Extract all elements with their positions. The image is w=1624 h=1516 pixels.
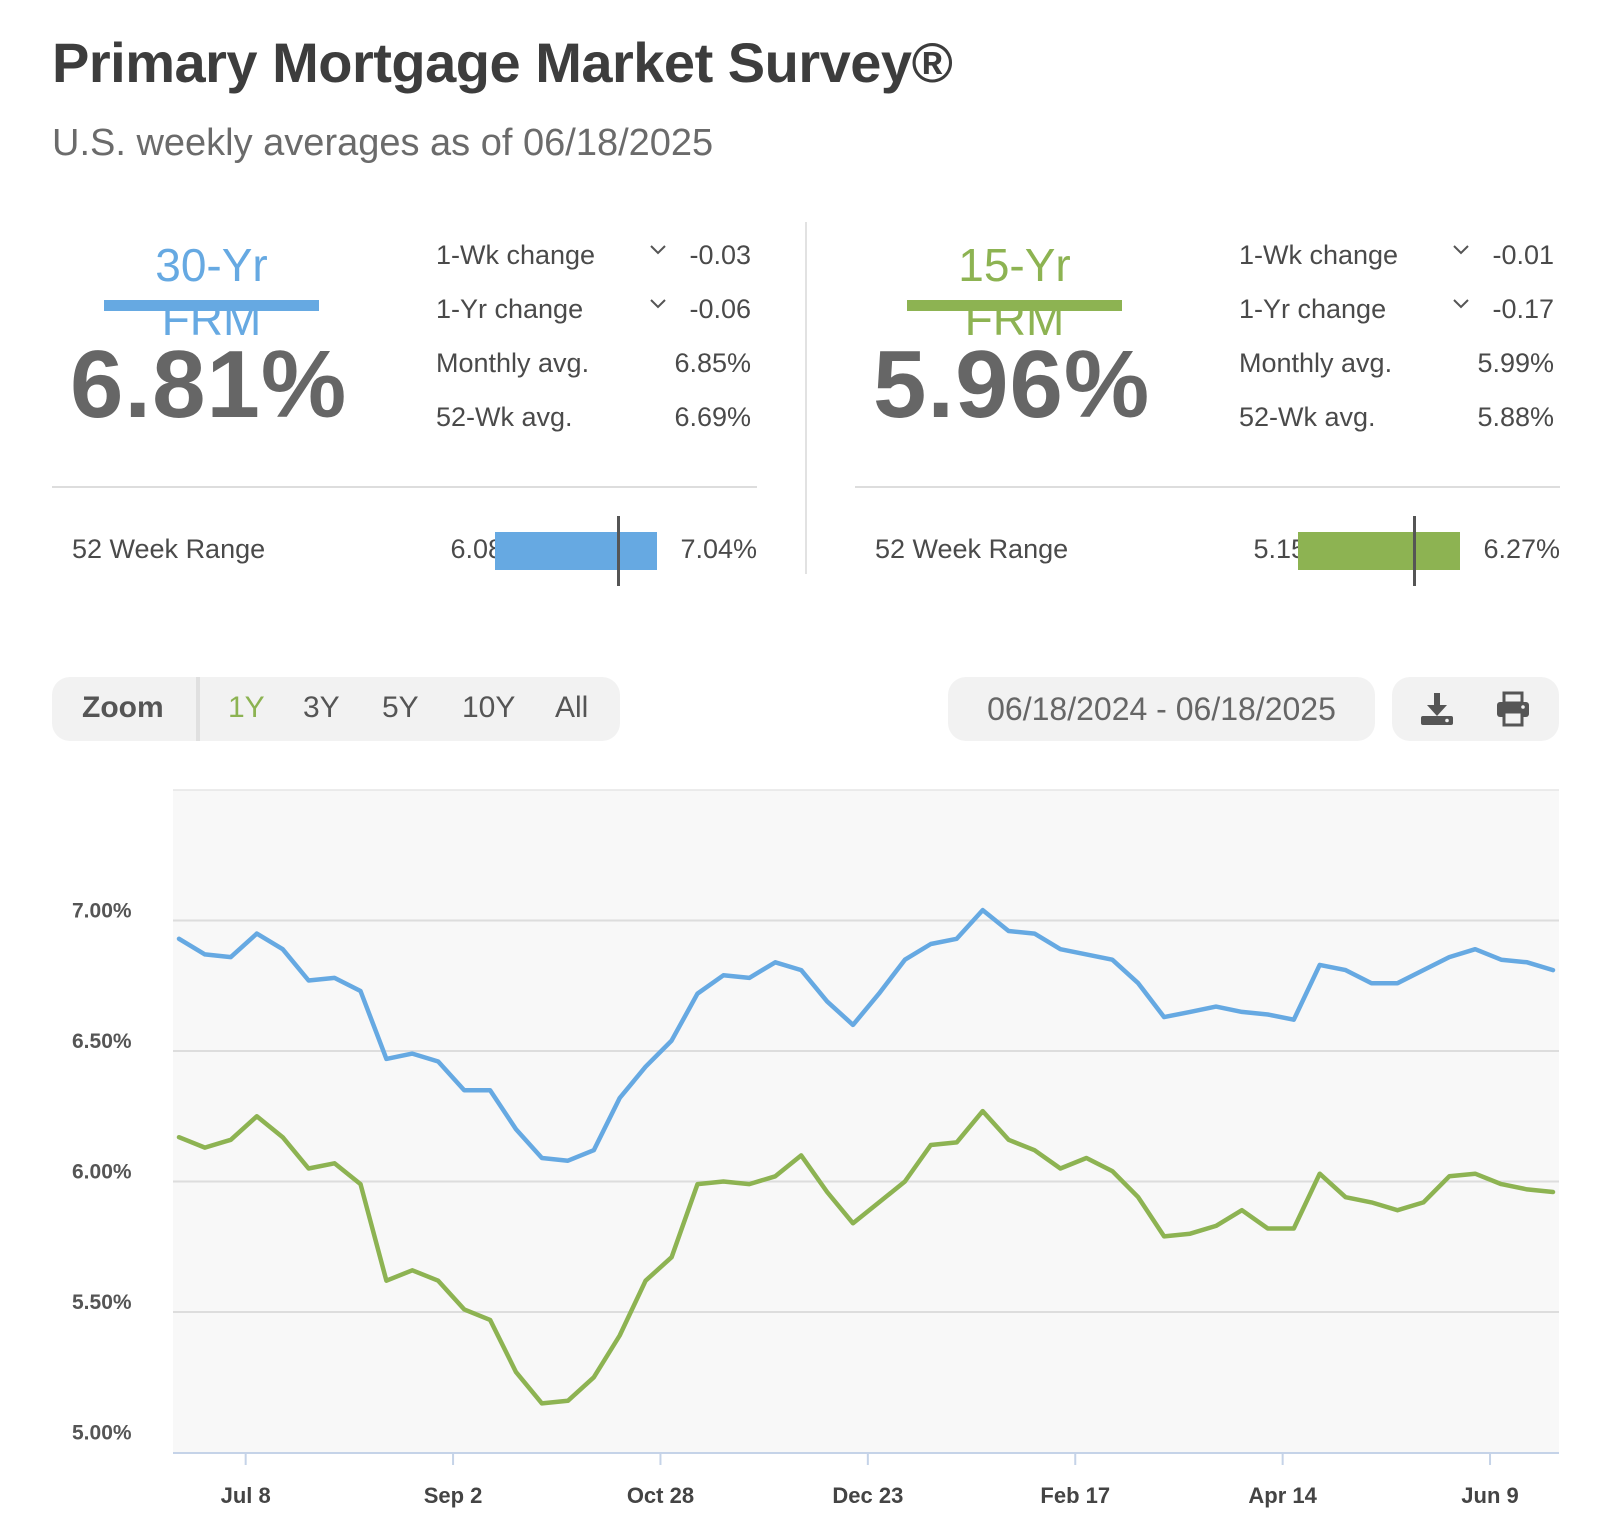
zoom-all-button[interactable]: All <box>555 691 589 724</box>
stat-label: Monthly avg. <box>436 348 590 378</box>
stat-label: 1-Yr change <box>1239 294 1387 324</box>
x-tick-label: Jun 9 <box>1461 1483 1518 1508</box>
range-max: 6.27% <box>1483 534 1560 564</box>
frm15-underline <box>907 300 1122 311</box>
frm30-rate: 6.81% <box>70 331 348 438</box>
x-tick-label: Jul 8 <box>221 1483 271 1508</box>
frm30-stats: 1-Wk change -0.03 1-Yr change -0.06 Mont… <box>436 232 751 448</box>
stat-value: -0.17 <box>1492 294 1554 324</box>
stat-value: -0.01 <box>1492 240 1554 270</box>
frm15-stat-yr: 1-Yr change -0.17 <box>1239 286 1554 340</box>
divider <box>855 486 1560 488</box>
page-title: Primary Mortgage Market Survey® <box>52 31 953 94</box>
panel-divider <box>805 222 807 574</box>
rate-chart: 7.00% 6.50% 6.00% 5.50% 5.00% Jul 8 Sep 2 Oct 2… <box>72 789 1559 1508</box>
download-icon[interactable] <box>1418 691 1456 727</box>
y-tick-label: 7.00% <box>72 900 132 923</box>
frm15-panel: 15-Yr FRM 5.96% 1-Wk change -0.01 1-Yr c… <box>855 220 1560 586</box>
range-bar <box>1298 532 1460 570</box>
frm30-stat-wk: 1-Wk change -0.03 <box>436 232 751 286</box>
y-tick-label: 6.00% <box>72 1161 132 1184</box>
series-line-15yr <box>176 1108 1556 1406</box>
y-tick-label: 6.50% <box>72 1030 132 1053</box>
range-marker <box>616 516 620 586</box>
frm15-stat-52wk: 52-Wk avg. 5.88% <box>1239 394 1554 448</box>
divider <box>52 486 757 488</box>
chevron-down-icon <box>650 245 666 255</box>
stat-label: 1-Yr change <box>436 294 584 324</box>
stat-label: 1-Wk change <box>1239 240 1399 270</box>
x-tick-label: Sep 2 <box>424 1483 483 1508</box>
range-marker <box>1413 516 1417 586</box>
zoom-10y-button[interactable]: 10Y <box>462 691 516 724</box>
stat-value: 6.85% <box>674 348 751 378</box>
stat-label: 1-Wk change <box>436 240 596 270</box>
y-tick-label: 5.00% <box>72 1422 132 1445</box>
chevron-down-icon <box>650 299 666 309</box>
print-icon[interactable] <box>1494 691 1532 727</box>
chart-toolbar <box>1392 677 1559 741</box>
plot-background <box>173 790 1559 1453</box>
zoom-separator <box>196 677 200 741</box>
chevron-down-icon <box>1453 299 1469 309</box>
frm30-stat-monthly: Monthly avg. 6.85% <box>436 340 751 394</box>
date-range-picker[interactable]: 06/18/2024 - 06/18/2025 <box>948 677 1375 741</box>
stat-label: 52-Wk avg. <box>436 402 573 432</box>
range-label: 52 Week Range <box>72 534 266 564</box>
zoom-bar: Zoom 1Y 3Y 5Y 10Y All <box>52 677 620 741</box>
stat-label: Monthly avg. <box>1239 348 1393 378</box>
stat-value: -0.03 <box>689 240 751 270</box>
y-tick-label: 5.50% <box>72 1291 132 1314</box>
x-tick-label: Oct 28 <box>627 1483 694 1508</box>
zoom-5y-button[interactable]: 5Y <box>382 691 419 724</box>
frm30-underline <box>104 300 319 311</box>
zoom-1y-button[interactable]: 1Y <box>228 691 265 724</box>
range-max: 7.04% <box>680 534 757 564</box>
frm15-stats: 1-Wk change -0.01 1-Yr change -0.17 Mont… <box>1239 232 1554 448</box>
zoom-3y-button[interactable]: 3Y <box>303 691 340 724</box>
x-tick-label: Apr 14 <box>1248 1483 1317 1508</box>
frm15-stat-wk: 1-Wk change -0.01 <box>1239 232 1554 286</box>
page-subtitle: U.S. weekly averages as of 06/18/2025 <box>52 122 714 164</box>
stat-value: 5.88% <box>1477 402 1554 432</box>
x-tick-label: Dec 23 <box>832 1483 903 1508</box>
chevron-down-icon <box>1453 245 1469 255</box>
stat-label: 52-Wk avg. <box>1239 402 1376 432</box>
frm30-stat-52wk: 52-Wk avg. 6.69% <box>436 394 751 448</box>
range-bar <box>495 532 657 570</box>
frm15-stat-monthly: Monthly avg. 5.99% <box>1239 340 1554 394</box>
x-tick-label: Feb 17 <box>1040 1483 1110 1508</box>
stat-value: -0.06 <box>689 294 751 324</box>
range-label: 52 Week Range <box>875 534 1069 564</box>
zoom-label: Zoom <box>82 691 164 724</box>
stat-value: 5.99% <box>1477 348 1554 378</box>
series-line-30yr <box>176 907 1556 1163</box>
frm30-panel: 30-Yr FRM 6.81% 1-Wk change -0.03 1-Yr c… <box>52 220 757 586</box>
frm15-rate: 5.96% <box>873 331 1151 438</box>
frm30-stat-yr: 1-Yr change -0.06 <box>436 286 751 340</box>
stat-value: 6.69% <box>674 402 751 432</box>
